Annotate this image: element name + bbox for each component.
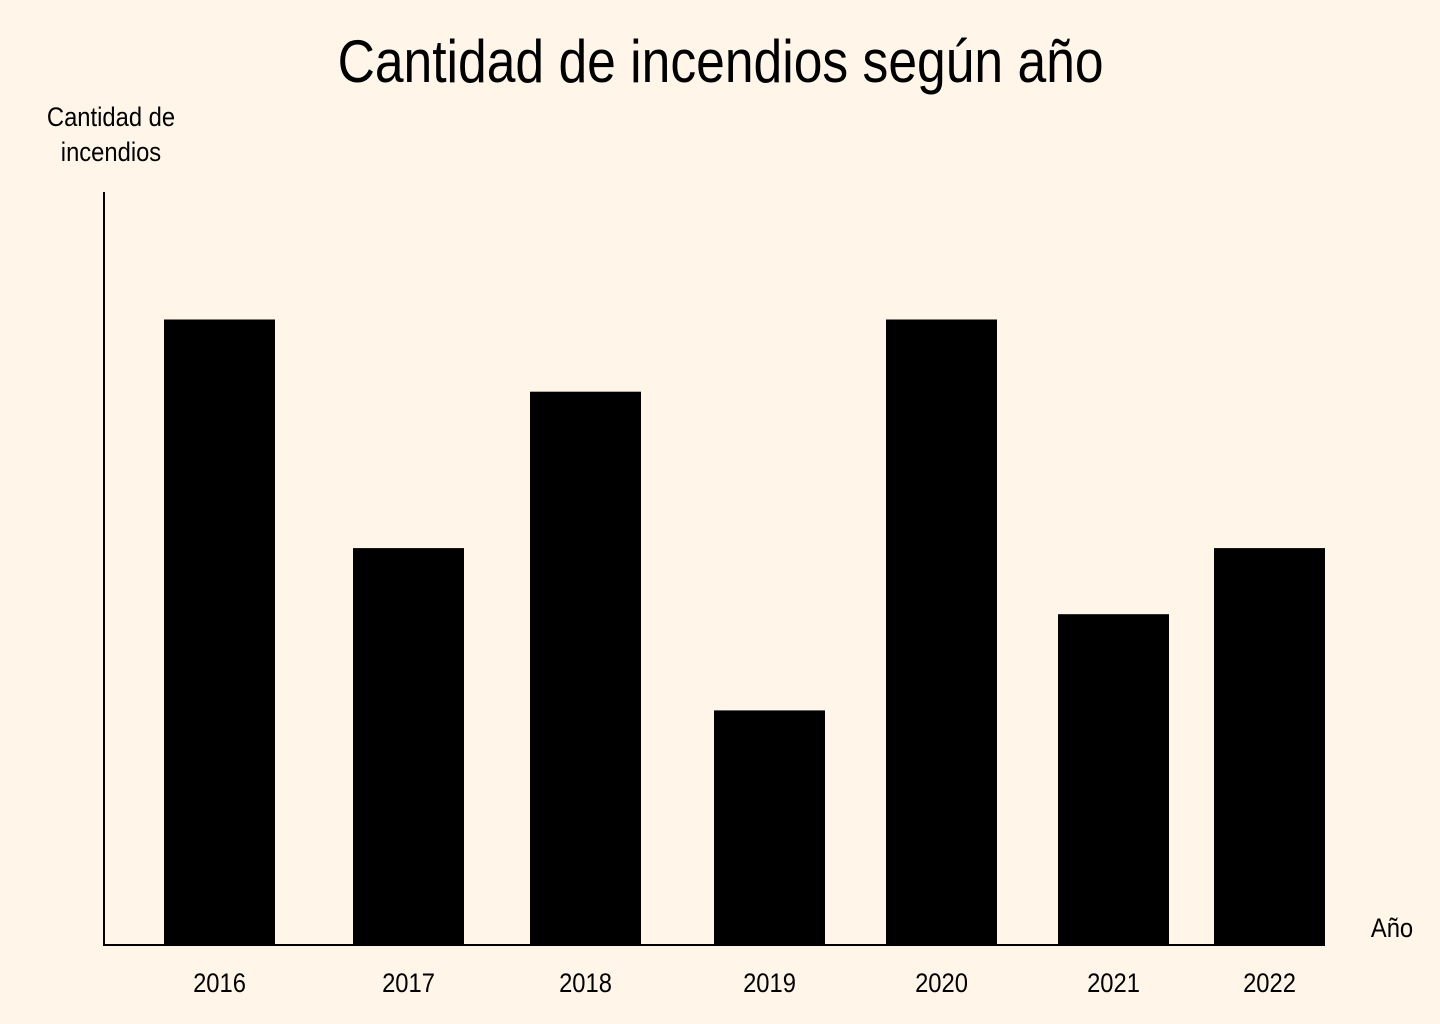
x-tick-label-2018: 2018 xyxy=(559,969,612,999)
bar-2016 xyxy=(164,319,275,945)
y-axis-label: Cantidad de incendios xyxy=(13,100,208,170)
x-tick-label-2016: 2016 xyxy=(193,969,246,999)
x-tick-labels: 2016 2017 2018 2019 2020 2021 2022 xyxy=(193,969,1296,999)
bar-2022 xyxy=(1214,548,1325,945)
x-tick-label-2022: 2022 xyxy=(1243,969,1296,999)
bars xyxy=(164,319,1325,945)
x-tick-label-2017: 2017 xyxy=(382,969,435,999)
bar-2019 xyxy=(714,710,825,945)
bar-2020 xyxy=(886,319,997,945)
bar-2018 xyxy=(530,391,641,945)
x-tick-label-2021: 2021 xyxy=(1087,969,1140,999)
x-tick-label-2019: 2019 xyxy=(743,969,796,999)
bar-2021 xyxy=(1058,614,1169,945)
bar-2017 xyxy=(353,548,464,945)
chart-title: Cantidad de incendios según año xyxy=(337,28,1104,95)
y-axis-label-line-2: incendios xyxy=(60,137,162,167)
y-axis-label-line-1: Cantidad de xyxy=(46,102,176,132)
x-tick-label-2020: 2020 xyxy=(915,969,968,999)
x-axis-label: Año xyxy=(1370,913,1414,943)
axes xyxy=(103,192,1325,946)
